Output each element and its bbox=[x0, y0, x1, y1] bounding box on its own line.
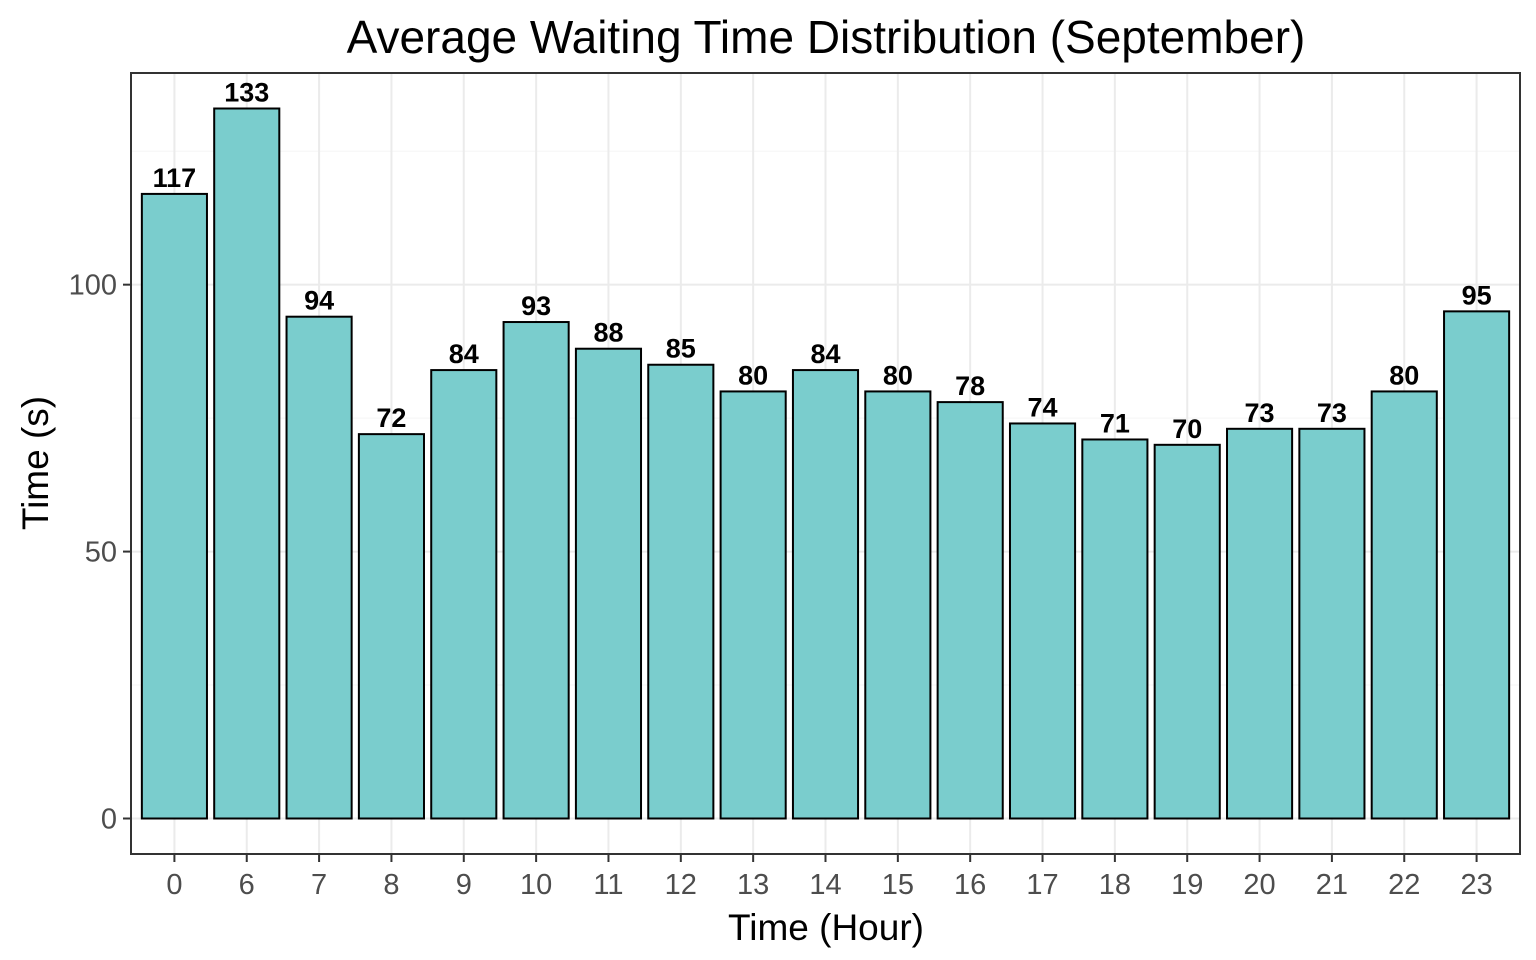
bar-hour-22 bbox=[1370, 390, 1438, 820]
bar-hour-16 bbox=[936, 401, 1004, 820]
bar-hour-8 bbox=[357, 433, 425, 820]
x-tick-label: 19 bbox=[1171, 869, 1203, 901]
data-label-hour-17: 74 bbox=[1028, 392, 1058, 422]
bar-hour-7 bbox=[285, 315, 353, 820]
data-label-hour-20: 73 bbox=[1245, 398, 1275, 428]
data-label-hour-8: 72 bbox=[376, 403, 406, 433]
chart-title: Average Waiting Time Distribution (Septe… bbox=[347, 11, 1306, 63]
bar-hour-15 bbox=[864, 390, 932, 820]
x-tick-label: 21 bbox=[1316, 869, 1348, 901]
bar-hour-6 bbox=[213, 107, 281, 820]
data-label-hour-12: 85 bbox=[666, 334, 696, 364]
x-tick-label: 11 bbox=[593, 869, 623, 901]
x-tick-label: 14 bbox=[809, 869, 841, 901]
data-label-hour-0: 117 bbox=[153, 163, 197, 193]
bar-hour-10 bbox=[502, 321, 570, 820]
x-tick-label: 20 bbox=[1243, 869, 1275, 901]
bar-hour-0 bbox=[140, 192, 208, 820]
data-label-hour-16: 78 bbox=[955, 371, 985, 401]
data-label-hour-9: 84 bbox=[449, 339, 479, 369]
x-tick-label: 10 bbox=[520, 869, 552, 901]
bar-hour-18 bbox=[1081, 438, 1149, 820]
data-label-hour-7: 94 bbox=[304, 286, 334, 316]
y-axis: 0 50 100 bbox=[69, 270, 131, 836]
y-tick-label: 0 bbox=[101, 804, 117, 836]
data-label-hour-14: 84 bbox=[810, 339, 840, 369]
data-label-hour-23: 95 bbox=[1462, 280, 1492, 310]
bar-hour-12 bbox=[647, 363, 715, 820]
bar-hour-9 bbox=[430, 369, 498, 820]
x-tick-label: 16 bbox=[954, 869, 986, 901]
x-tick-label: 0 bbox=[166, 869, 182, 901]
x-tick-label: 15 bbox=[882, 869, 914, 901]
data-label-hour-13: 80 bbox=[738, 360, 768, 390]
bar-hour-19 bbox=[1153, 443, 1221, 820]
x-tick-label: 18 bbox=[1099, 869, 1131, 901]
data-label-hour-19: 70 bbox=[1172, 414, 1202, 444]
x-tick-label: 17 bbox=[1026, 869, 1058, 901]
bars bbox=[140, 107, 1511, 820]
x-tick-label: 7 bbox=[311, 869, 327, 901]
bar-hour-20 bbox=[1226, 427, 1294, 820]
bar-hour-17 bbox=[1008, 422, 1077, 820]
data-label-hour-15: 80 bbox=[883, 360, 913, 390]
x-axis-title: Time (Hour) bbox=[728, 907, 924, 948]
x-tick-label: 23 bbox=[1460, 869, 1492, 901]
bar-hour-21 bbox=[1298, 427, 1366, 820]
x-tick-label: 12 bbox=[665, 869, 697, 901]
x-tick-label: 13 bbox=[737, 869, 769, 901]
y-tick-label: 50 bbox=[85, 537, 117, 569]
x-tick-label: 9 bbox=[456, 869, 472, 901]
data-label-hour-11: 88 bbox=[593, 318, 623, 348]
bar-hour-23 bbox=[1443, 310, 1511, 820]
data-label-hour-6: 133 bbox=[224, 78, 269, 108]
bar-hour-13 bbox=[719, 390, 787, 820]
bar-hour-14 bbox=[791, 369, 860, 820]
y-axis-title: Time (s) bbox=[15, 396, 56, 530]
bar-hour-11 bbox=[574, 347, 643, 820]
data-label-hour-21: 73 bbox=[1317, 398, 1347, 428]
data-labels: 117 133 94 72 84 93 88 85 80 84 80 78 74 71 70 73 73 80 95 bbox=[153, 78, 1492, 444]
x-axis: 0 6 7 8 9 10 11 12 13 14 15 16 17 18 19 20 21 22 23 bbox=[166, 854, 1493, 901]
x-tick-label: 8 bbox=[383, 869, 399, 901]
x-tick-label: 22 bbox=[1388, 869, 1420, 901]
data-label-hour-18: 71 bbox=[1100, 408, 1130, 438]
x-tick-label: 6 bbox=[239, 869, 255, 901]
data-label-hour-10: 93 bbox=[521, 291, 551, 321]
data-label-hour-22: 80 bbox=[1389, 360, 1419, 390]
y-tick-label: 100 bbox=[69, 270, 117, 302]
